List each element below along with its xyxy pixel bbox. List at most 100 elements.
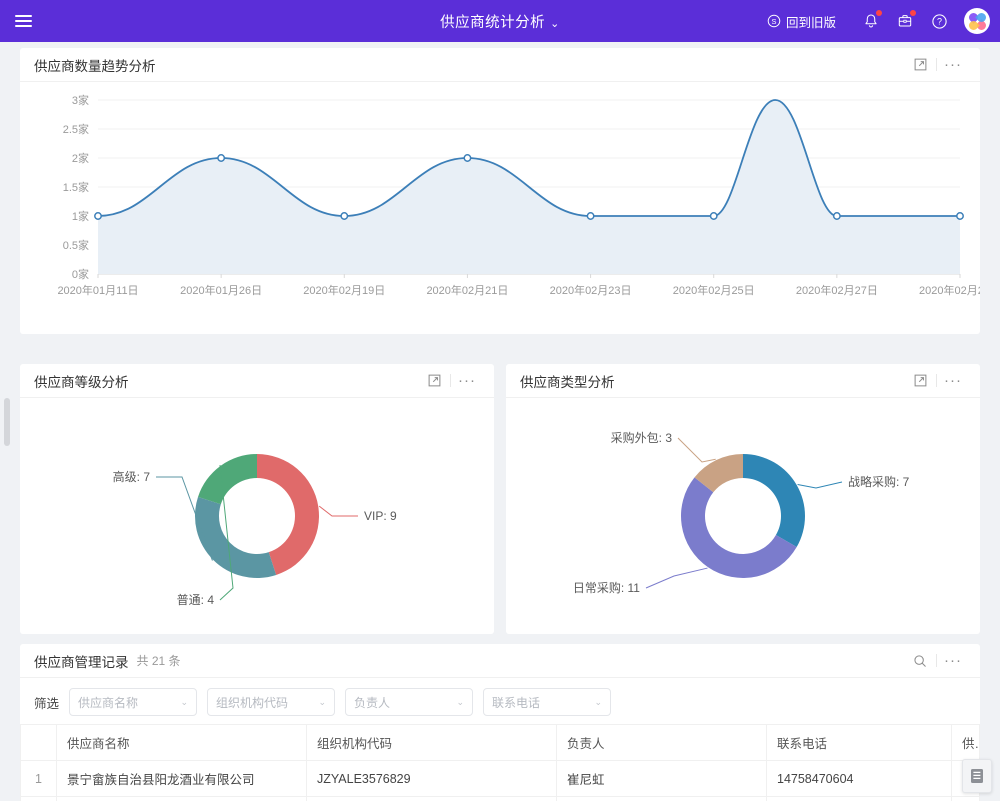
- help-button[interactable]: ?: [922, 0, 956, 42]
- avatar-logo-icon: [966, 10, 988, 32]
- svg-text:普通: 4: 普通: 4: [177, 593, 215, 607]
- hamburger-menu-icon[interactable]: [0, 0, 46, 42]
- grade-donut-chart[interactable]: VIP: 9 高级: 7 普通: 4: [20, 398, 494, 634]
- dollar-circle-icon: S: [767, 14, 781, 28]
- table-card-header: 供应商管理记录 共 21 条 ···: [20, 644, 980, 678]
- trend-card-actions: ···: [907, 52, 966, 78]
- supplier-records-card: 供应商管理记录 共 21 条 ··· 筛选 供应商名称 ⌄ 组织机构: [20, 644, 980, 801]
- action-divider: [936, 58, 937, 71]
- action-divider: [936, 374, 937, 387]
- filter-org-code-select[interactable]: 组织机构代码 ⌄: [207, 688, 336, 716]
- expand-icon[interactable]: [907, 52, 933, 78]
- svg-text:2020年01月11日: 2020年01月11日: [57, 283, 138, 297]
- table-row[interactable]: 2 景宁畲族自治县阳龙酒业有限公司 JZYALE3576829 邵雪 14758…: [20, 796, 980, 801]
- row-index: 2: [20, 796, 57, 801]
- svg-text:2020年02月23日: 2020年02月23日: [550, 283, 632, 297]
- top-bar-actions: S 回到旧版: [767, 0, 990, 42]
- table-density-icon: [971, 769, 983, 783]
- search-icon[interactable]: [907, 648, 933, 674]
- col-header-extra[interactable]: 供应: [951, 724, 980, 761]
- user-avatar[interactable]: [964, 8, 990, 34]
- supplier-records-table: 供应商名称 组织机构代码 负责人 联系电话 供应 1 景宁畲族自治县阳龙酒业有限…: [20, 724, 980, 801]
- question-circle-icon: ?: [931, 13, 947, 29]
- svg-text:3家: 3家: [72, 93, 89, 107]
- top-bar: 供应商统计分析 ⌄ S 回到旧版: [0, 0, 1000, 42]
- filter-owner-select[interactable]: 负责人 ⌄: [345, 688, 474, 716]
- expand-icon[interactable]: [907, 368, 933, 394]
- col-header-phone[interactable]: 联系电话: [766, 724, 952, 761]
- table-card-title: 供应商管理记录: [34, 654, 129, 670]
- svg-text:2020年02月29日: 2020年02月29日: [919, 283, 980, 297]
- filter-phone-value: 联系电话: [492, 695, 541, 710]
- cell-phone: 14758470604: [766, 760, 952, 797]
- grade-card-actions: ···: [421, 368, 480, 394]
- svg-text:2020年02月21日: 2020年02月21日: [426, 283, 508, 297]
- grade-chart-body: VIP: 9 高级: 7 普通: 4: [20, 398, 494, 634]
- col-header-index: [20, 724, 57, 761]
- svg-text:0.5家: 0.5家: [63, 238, 89, 252]
- workbench-badge-dot: [910, 10, 916, 16]
- cell-supplier-name: 景宁畲族自治县阳龙酒业有限公司: [56, 796, 307, 801]
- supplier-trend-card: 供应商数量趋势分析 ··· 3家 2.5家 2家 1.5家 1家 0.5家 0家 2020年0…: [20, 48, 1000, 334]
- svg-text:日常采购: 11: 日常采购: 11: [573, 580, 640, 595]
- back-to-old-version-button[interactable]: S 回到旧版: [767, 12, 836, 31]
- svg-text:S: S: [772, 17, 777, 26]
- svg-text:VIP: 9: VIP: 9: [364, 509, 397, 523]
- svg-text:?: ?: [937, 16, 942, 26]
- table-header-row: 供应商名称 组织机构代码 负责人 联系电话 供应: [20, 724, 980, 761]
- svg-text:战略采购: 7: 战略采购: 7: [848, 474, 910, 489]
- row-index: 1: [20, 760, 57, 797]
- chevron-down-icon[interactable]: ⌄: [550, 17, 560, 30]
- trend-card-header: 供应商数量趋势分析 ···: [20, 48, 980, 82]
- type-card-actions: ···: [907, 368, 966, 394]
- more-dots-icon[interactable]: ···: [944, 651, 962, 669]
- chevron-down-icon: ⌄: [318, 696, 327, 707]
- svg-text:0家: 0家: [72, 267, 89, 281]
- bell-icon: [865, 14, 877, 27]
- grade-card-header: 供应商等级分析 ···: [20, 364, 494, 398]
- table-card-actions: ···: [907, 648, 966, 674]
- table-row[interactable]: 1 景宁畲族自治县阳龙酒业有限公司 JZYALE3576829 崔尼虹 1475…: [20, 760, 980, 797]
- trend-chart-body: 3家 2.5家 2家 1.5家 1家 0.5家 0家 2020年01月11日 2020年01月2…: [20, 82, 1000, 334]
- more-dots-icon[interactable]: ···: [458, 371, 476, 389]
- page-scrollbar-thumb[interactable]: [4, 398, 10, 446]
- grade-card-title: 供应商等级分析: [34, 374, 129, 390]
- supplier-type-card: 供应商类型分析 ··· 战略采购: 7 日常采购: 11 采购外包: 3: [506, 364, 980, 634]
- cell-supplier-name: 景宁畲族自治县阳龙酒业有限公司: [56, 760, 307, 797]
- svg-text:1.5家: 1.5家: [63, 180, 89, 194]
- svg-text:高级: 7: 高级: 7: [113, 469, 151, 484]
- svg-text:2.5家: 2.5家: [63, 122, 89, 136]
- svg-text:2020年01月26日: 2020年01月26日: [180, 283, 262, 297]
- notifications-button[interactable]: [854, 0, 888, 42]
- table-head: 供应商名称 组织机构代码 负责人 联系电话 供应: [20, 724, 980, 761]
- col-header-org-code[interactable]: 组织机构代码: [306, 724, 557, 761]
- expand-icon[interactable]: [421, 368, 447, 394]
- svg-text:2020年02月27日: 2020年02月27日: [796, 283, 878, 297]
- svg-text:1家: 1家: [72, 209, 89, 223]
- type-donut-chart[interactable]: 战略采购: 7 日常采购: 11 采购外包: 3: [506, 398, 980, 634]
- type-chart-body: 战略采购: 7 日常采购: 11 采购外包: 3: [506, 398, 980, 634]
- chevron-down-icon: ⌄: [180, 696, 189, 707]
- chevron-down-icon: ⌄: [594, 696, 603, 707]
- col-header-owner[interactable]: 负责人: [556, 724, 767, 761]
- type-card-header: 供应商类型分析 ···: [506, 364, 980, 398]
- filter-supplier-name-select[interactable]: 供应商名称 ⌄: [69, 688, 198, 716]
- cell-org-code: JZYALE3576829: [306, 796, 557, 801]
- svg-text:2家: 2家: [72, 151, 89, 165]
- more-dots-icon[interactable]: ···: [944, 371, 962, 389]
- cell-owner: 邵雪: [556, 796, 767, 801]
- action-divider: [936, 654, 937, 667]
- filter-phone-select[interactable]: 联系电话 ⌄: [483, 688, 612, 716]
- col-header-supplier-name[interactable]: 供应商名称: [56, 724, 307, 761]
- line-chart[interactable]: 3家 2.5家 2家 1.5家 1家 0.5家 0家 2020年01月11日 2020年01月2…: [20, 82, 1000, 334]
- hamburger-bars: [14, 12, 32, 30]
- more-dots-icon[interactable]: ···: [944, 55, 962, 73]
- table-density-button[interactable]: [962, 759, 992, 793]
- workbench-button[interactable]: [888, 0, 922, 42]
- filter-supplier-name-value: 供应商名称: [78, 695, 139, 710]
- supplier-grade-card: 供应商等级分析 ··· VIP: 9 高级: 7 普通: 4: [20, 364, 494, 634]
- filter-owner-value: 负责人: [354, 695, 391, 710]
- record-count-label: 共 21 条: [136, 654, 181, 668]
- cell-org-code: JZYALE3576829: [306, 760, 557, 797]
